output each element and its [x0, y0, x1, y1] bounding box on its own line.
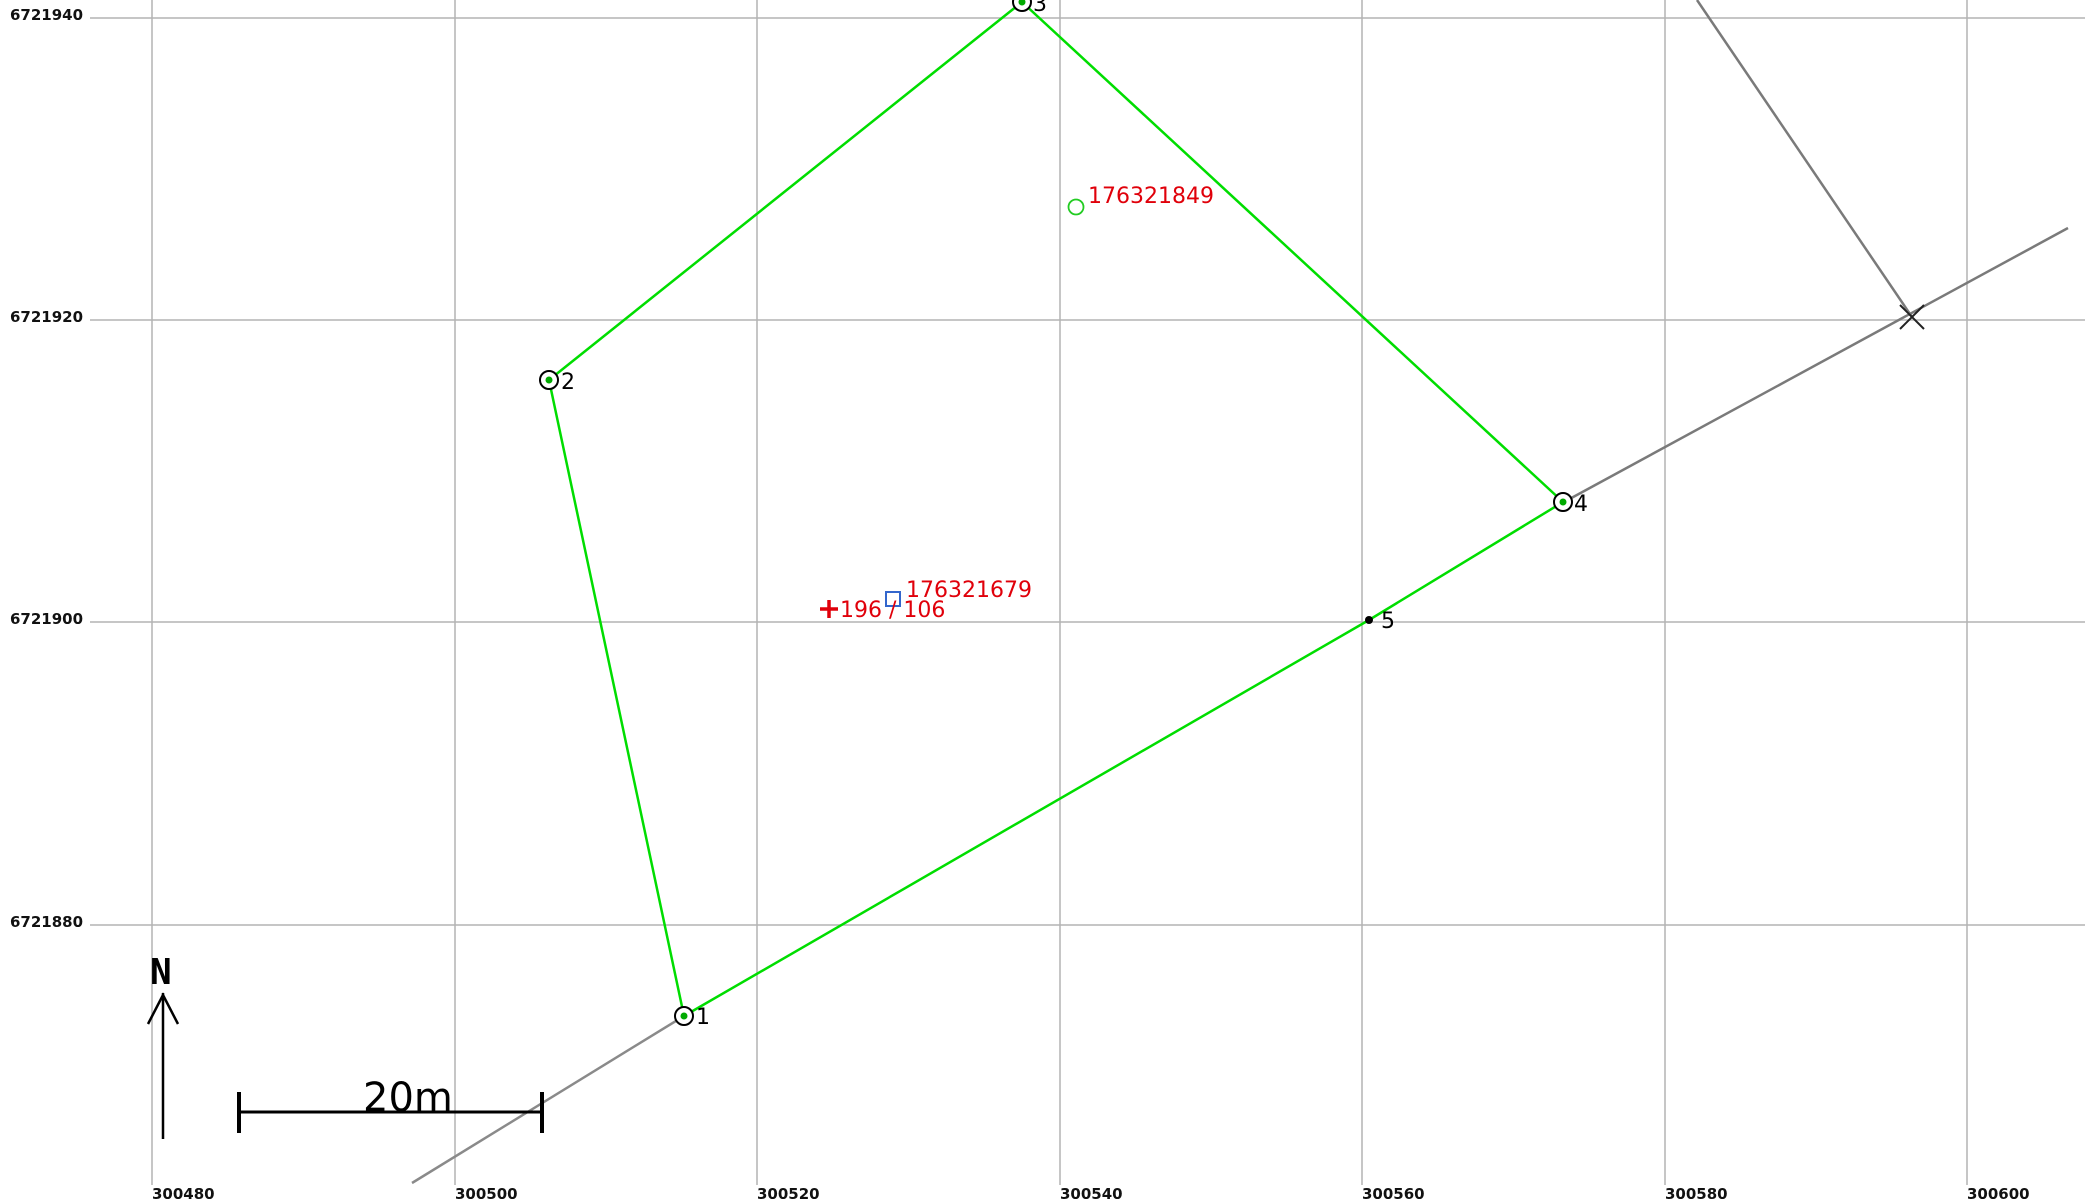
- vertex-dot-icon: [1018, 0, 1026, 6]
- vertex-5[interactable]: 5: [1365, 609, 1395, 634]
- x-mark-icon: [1899, 304, 1925, 330]
- point-176321679[interactable]: 176321679: [885, 578, 1032, 607]
- arrowhead-icon: [146, 992, 180, 1025]
- x-tick-label: 300560: [1362, 1185, 1425, 1200]
- vertex-dot-icon: [1365, 616, 1373, 624]
- vertex-label: 4: [1574, 492, 1588, 517]
- survey-points[interactable]: 176321849 176321679 196 / 106: [820, 184, 1214, 623]
- y-tick-label: 6721900: [10, 610, 83, 628]
- boundary-line-sw: [411, 1014, 685, 1185]
- neighbouring-boundary-lines: [411, 0, 2069, 1185]
- x-tick-label: 300540: [1060, 1185, 1123, 1200]
- vertex-label: 2: [561, 370, 575, 395]
- y-tick-label: 6721880: [10, 913, 83, 931]
- scale-bar-label: 20m: [363, 1075, 453, 1121]
- vertex-2[interactable]: 2: [539, 370, 575, 395]
- grid-tick-labels: 300480 300500 300520 300540 300560 30058…: [10, 6, 2030, 1200]
- cross-icon: [820, 600, 838, 618]
- vertex-dot-icon: [545, 376, 553, 384]
- vertex-1[interactable]: 1: [674, 1005, 710, 1030]
- vertex-3[interactable]: 3: [1012, 0, 1047, 17]
- vertex-label: 5: [1381, 609, 1395, 634]
- parcel-vertices[interactable]: 1 2 3 4 5: [539, 0, 1588, 1030]
- coordinate-grid: [90, 0, 2085, 1185]
- boundary-point-marker[interactable]: [1899, 304, 1925, 330]
- point-label: 176321849: [1088, 184, 1214, 209]
- vertex-dot-icon: [680, 1012, 688, 1020]
- scale-bar: 20m: [237, 1075, 544, 1133]
- north-label: N: [150, 952, 172, 993]
- x-tick-label: 300520: [757, 1185, 820, 1200]
- boundary-line-north: [1695, 0, 1914, 318]
- x-tick-label: 300480: [152, 1185, 215, 1200]
- square-icon: [885, 591, 901, 607]
- x-tick-label: 300580: [1665, 1185, 1728, 1200]
- y-tick-label: 6721920: [10, 308, 83, 326]
- boundary-line-ne: [1563, 226, 2069, 504]
- vertex-dot-icon: [1559, 498, 1567, 506]
- point-176321849[interactable]: 176321849: [1067, 184, 1214, 216]
- parcel-boundary[interactable]: [547, 0, 1566, 1018]
- point-label: 176321679: [906, 578, 1032, 603]
- vertex-label: 3: [1033, 0, 1047, 17]
- vertex-label: 1: [696, 1005, 710, 1030]
- vertex-4[interactable]: 4: [1553, 492, 1588, 517]
- north-arrow: N: [146, 952, 180, 1139]
- parcel-polygon[interactable]: [547, 0, 1566, 1018]
- x-tick-label: 300500: [455, 1185, 518, 1200]
- point-196-106[interactable]: 196 / 106: [820, 598, 945, 623]
- point-label: 196 / 106: [840, 598, 945, 623]
- y-tick-label: 6721940: [10, 6, 83, 24]
- circle-icon: [1067, 198, 1085, 216]
- x-tick-label: 300600: [1967, 1185, 2030, 1200]
